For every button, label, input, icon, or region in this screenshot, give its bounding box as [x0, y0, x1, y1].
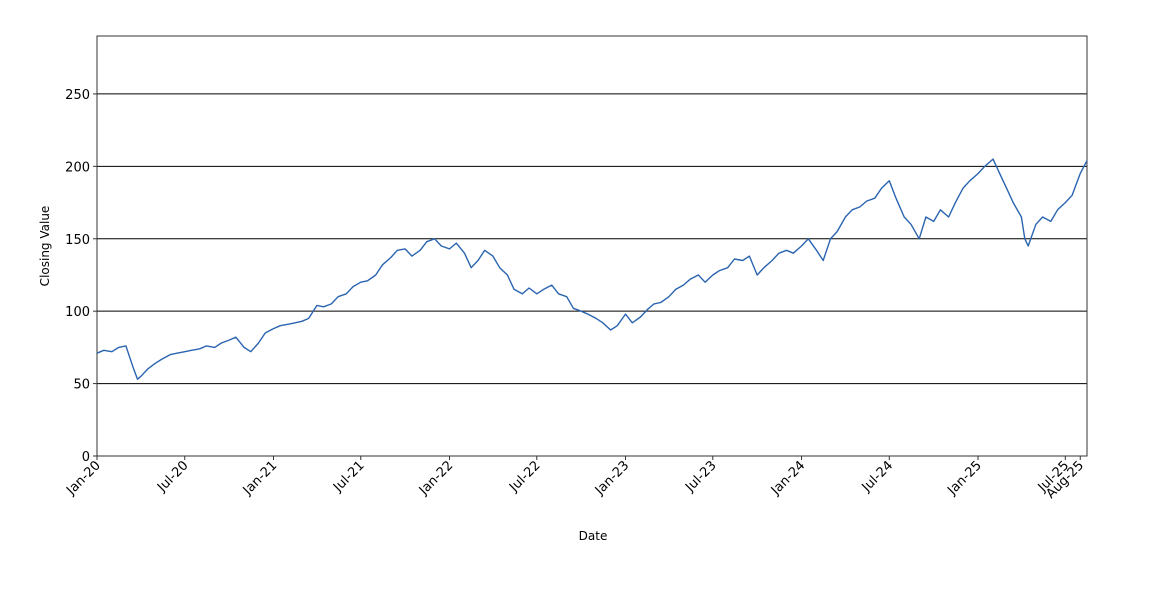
x-axis: Jan-20 Jul-20 Jan-21 Jul-21 Jan-22 Jul-22 Jan-… [63, 456, 1087, 502]
series-line [96, 158, 1088, 380]
gridlines [97, 93, 1087, 385]
y-tick-label: 100 [65, 305, 90, 320]
plot-area [96, 35, 1088, 457]
x-tick-label: Jan-22 [416, 458, 457, 499]
x-tick-label: Jul-24 [859, 458, 896, 495]
x-tick-label: Jul-23 [682, 458, 719, 495]
y-tick-label: 50 [73, 378, 90, 393]
x-tick-label: Jan-21 [240, 458, 281, 499]
x-tick-label: Jan-25 [944, 458, 985, 499]
x-tick-label: Jul-20 [154, 458, 191, 495]
x-tick-label: Jan-23 [592, 458, 633, 499]
x-tick-label: Jul-22 [506, 458, 543, 495]
y-tick-label: 250 [65, 88, 90, 103]
x-tick-label: Jan-24 [768, 458, 809, 499]
y-tick-label: 0 [82, 450, 90, 465]
y-tick-label: 200 [65, 160, 90, 175]
y-axis-label: Closing Value [38, 206, 52, 287]
y-tick-label: 150 [65, 233, 90, 248]
y-axis: 0 50 100 150 200 250 [65, 88, 97, 465]
x-tick-label: Jul-21 [330, 458, 367, 495]
x-axis-label: Date [579, 529, 608, 543]
